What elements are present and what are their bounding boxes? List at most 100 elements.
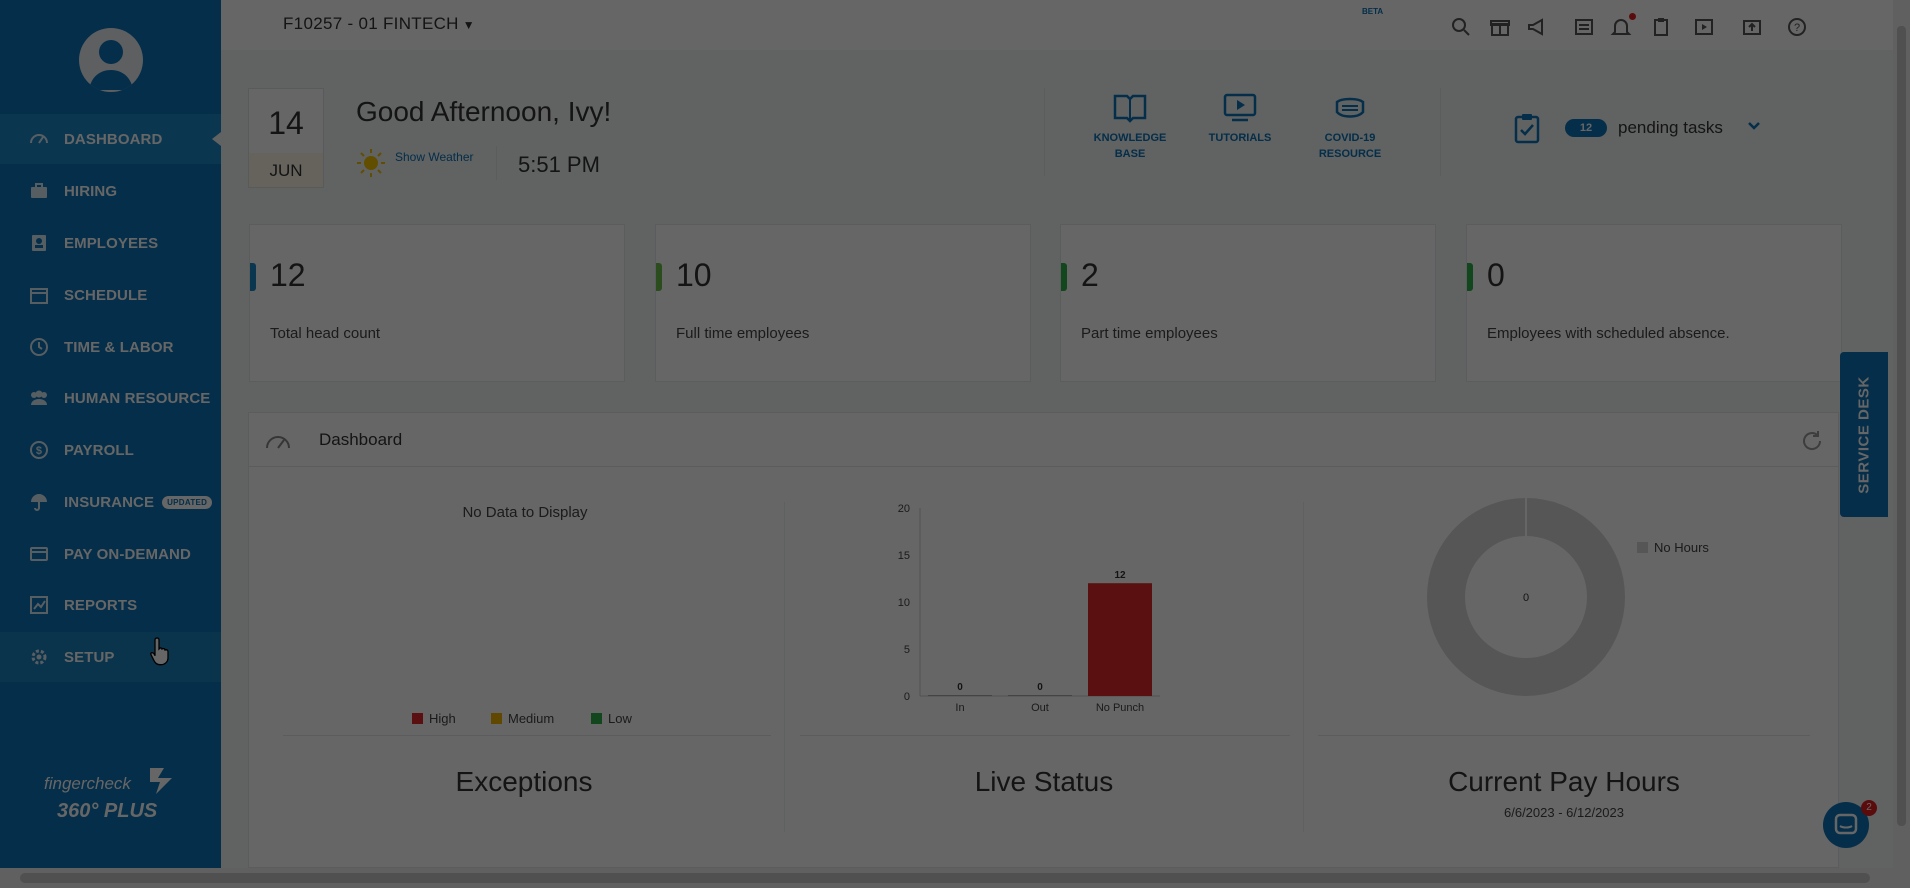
sidebar-item-employees[interactable]: EMPLOYEES [0,218,221,268]
sidebar-item-label: EMPLOYEES [64,234,159,252]
task-clipboard-icon [1514,114,1540,144]
no-data-message: No Data to Display [462,504,588,521]
date-day: 14 [268,105,304,141]
legend-label: Low [608,711,632,726]
bar-in [928,695,992,696]
megaphone-icon[interactable] [1526,16,1550,40]
sidebar-item-time-labor[interactable]: TIME & LABOR [0,322,221,372]
data-label: 0 [1037,682,1043,693]
sidebar-item-setup[interactable]: SETUP [0,632,221,682]
pay-hours-title: Current Pay Hours [1448,766,1680,797]
calendar-icon [28,284,50,306]
chevron-down-icon[interactable] [1746,118,1762,134]
upload-icon[interactable] [1741,16,1765,40]
link-label-line2: RESOURCE [1318,148,1382,160]
beta-badge: BETA [1362,7,1384,16]
pending-count-badge: 12 [1565,119,1607,137]
exceptions-title: Exceptions [455,766,593,797]
y-tick-label: 20 [898,503,910,515]
pay-hours-donut: 0 [1427,498,1625,696]
news-icon[interactable] [1573,16,1597,40]
sidebar-item-dashboard[interactable]: DASHBOARD [0,114,221,164]
refresh-icon[interactable] [1800,429,1824,453]
brand-name: fingercheck [44,774,131,793]
live-status-title: Live Status [974,766,1114,797]
tutorials-link[interactable]: TUTORIALS [1200,92,1280,146]
chat-unread-badge: 2 [1861,800,1877,816]
sidebar-item-label: PAY ON-DEMAND [64,545,191,563]
service-desk-tab[interactable]: SERVICE DESK [1840,352,1888,517]
gear-icon [28,646,50,668]
legend-swatch [491,713,502,724]
book-icon [1113,94,1147,123]
stat-card-part-time[interactable]: 2 Part time employees [1060,224,1436,382]
sidebar-item-human-resource[interactable]: HUMAN RESOURCE [0,373,221,423]
legend-swatch [1637,542,1648,553]
legend-low[interactable]: Low [591,711,632,726]
sidebar-item-payroll[interactable]: $ PAYROLL [0,425,221,475]
pending-tasks-label[interactable]: pending tasks [1618,118,1723,137]
dashboard-title: Dashboard [319,430,403,449]
user-avatar[interactable] [79,28,143,92]
bar-out [1008,695,1072,696]
scrollbar-thumb[interactable] [20,873,1870,883]
stat-value: 12 [270,257,306,293]
sidebar-item-label: TIME & LABOR [64,338,174,356]
sidebar-item-schedule[interactable]: SCHEDULE [0,270,221,320]
show-weather-link[interactable]: Show Weather [395,150,474,164]
person-badge-icon [28,232,50,254]
brand-logo: fingercheck 360° PLUS [0,760,221,830]
knowledge-base-link[interactable]: KNOWLEDGE BASE [1090,92,1170,162]
data-label: 12 [1114,570,1126,581]
horizontal-scrollbar[interactable] [0,868,1910,888]
chart-icon [28,594,50,616]
x-tick-label: No Punch [1096,702,1144,714]
sun-icon [357,149,385,177]
legend-swatch [412,713,423,724]
clipboard-icon[interactable] [1650,16,1674,40]
search-icon[interactable] [1450,16,1474,40]
vertical-scrollbar[interactable] [1893,0,1910,868]
sidebar-item-insurance[interactable]: INSURANCE UPDATED [0,477,221,527]
data-label: 0 [957,682,963,693]
stat-accent [250,263,256,291]
y-tick-label: 0 [904,691,910,703]
briefcase-icon [28,180,50,202]
company-selector[interactable]: F10257 - 01 FINTECH ▼ [283,14,475,34]
stat-card-headcount[interactable]: 12 Total head count [249,224,625,382]
greeting: Good Afternoon, Ivy! [356,96,612,127]
stat-card-full-time[interactable]: 10 Full time employees [655,224,1031,382]
legend-medium[interactable]: Medium [491,711,554,726]
current-time: 5:51 PM [518,152,600,177]
sidebar-item-reports[interactable]: REPORTS [0,580,221,630]
mask-icon [1335,97,1365,118]
y-tick-label: 10 [898,597,910,609]
help-icon[interactable]: ? [1786,16,1810,40]
covid-resource-link[interactable]: COVID-19 RESOURCE [1310,92,1390,162]
divider [1440,88,1441,176]
svg-text:?: ? [1794,22,1800,34]
scrollbar-thumb[interactable] [1897,26,1906,826]
link-label-line2: BASE [1114,148,1146,160]
chevron-down-icon: ▼ [462,18,475,32]
sidebar-item-pay-on-demand[interactable]: PAY ON-DEMAND [0,529,221,579]
dashboard-header: Dashboard [249,413,1838,467]
bar-no-punch [1088,583,1152,696]
legend-label: No Hours [1654,540,1709,555]
sidebar: DASHBOARD HIRING EMPLOYEES SCHEDULE TIME… [0,0,221,868]
brand-edition: 360° PLUS [57,800,158,822]
stat-label: Total head count [270,325,381,342]
stat-accent [656,263,662,291]
people-icon [28,387,50,409]
gift-icon[interactable] [1489,16,1513,40]
stat-card-absence[interactable]: 0 Employees with scheduled absence. [1466,224,1842,382]
dollar-icon: $ [28,439,50,461]
stat-accent [1467,263,1473,291]
pay-hours-range: 6/6/2023 - 6/12/2023 [1504,805,1624,820]
legend-high[interactable]: High [412,711,456,726]
divider [283,735,771,736]
video-icon[interactable] [1693,16,1717,40]
column-divider [784,502,785,832]
sidebar-item-hiring[interactable]: HIRING [0,166,221,216]
legend-no-hours[interactable]: No Hours [1637,540,1709,555]
